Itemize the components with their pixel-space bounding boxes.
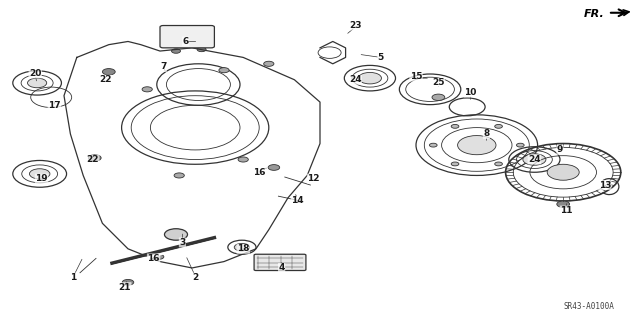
Text: 17: 17 — [48, 101, 61, 110]
Text: 22: 22 — [86, 155, 99, 164]
Circle shape — [219, 68, 229, 73]
Circle shape — [264, 61, 274, 66]
Text: 20: 20 — [29, 69, 42, 78]
Text: 23: 23 — [349, 21, 362, 30]
Text: FR.: FR. — [584, 9, 605, 19]
Text: 19: 19 — [35, 174, 48, 183]
Circle shape — [165, 34, 178, 41]
Text: 3: 3 — [179, 238, 186, 247]
Circle shape — [495, 162, 502, 166]
Text: 18: 18 — [237, 244, 250, 253]
Circle shape — [88, 155, 101, 161]
Circle shape — [172, 49, 180, 53]
Text: 24: 24 — [349, 75, 362, 84]
Text: 4: 4 — [278, 263, 285, 272]
Text: 8: 8 — [483, 130, 490, 138]
Text: 14: 14 — [291, 197, 304, 205]
Circle shape — [451, 162, 459, 166]
Text: 7: 7 — [160, 63, 166, 71]
Text: 5: 5 — [378, 53, 384, 62]
Text: 9: 9 — [557, 145, 563, 154]
Text: 13: 13 — [598, 181, 611, 189]
Text: 21: 21 — [118, 283, 131, 292]
FancyBboxPatch shape — [254, 254, 306, 271]
Text: 11: 11 — [560, 206, 573, 215]
Circle shape — [102, 69, 115, 75]
Circle shape — [547, 164, 579, 180]
Text: SR43-A0100A: SR43-A0100A — [563, 302, 614, 311]
Circle shape — [234, 243, 250, 251]
Circle shape — [122, 279, 134, 285]
Circle shape — [523, 154, 546, 165]
Circle shape — [201, 34, 214, 41]
Circle shape — [557, 201, 570, 207]
Text: 24: 24 — [528, 155, 541, 164]
Circle shape — [154, 254, 164, 259]
Circle shape — [516, 143, 524, 147]
Text: 16: 16 — [147, 254, 160, 263]
Text: 22: 22 — [99, 75, 112, 84]
Circle shape — [164, 229, 188, 240]
Circle shape — [197, 47, 206, 52]
Circle shape — [268, 165, 280, 170]
Text: 16: 16 — [253, 168, 266, 177]
Circle shape — [29, 169, 50, 179]
Text: 12: 12 — [307, 174, 320, 183]
Text: 6: 6 — [182, 37, 189, 46]
Text: 1: 1 — [70, 273, 77, 282]
Circle shape — [238, 157, 248, 162]
Circle shape — [142, 87, 152, 92]
Circle shape — [174, 173, 184, 178]
Text: 2: 2 — [192, 273, 198, 282]
Circle shape — [28, 78, 47, 88]
Text: 15: 15 — [410, 72, 422, 81]
Circle shape — [358, 72, 381, 84]
Circle shape — [451, 124, 459, 128]
Text: 10: 10 — [464, 88, 477, 97]
Circle shape — [458, 136, 496, 155]
Circle shape — [429, 143, 437, 147]
Circle shape — [183, 34, 196, 41]
Circle shape — [432, 94, 445, 100]
Circle shape — [495, 124, 502, 128]
Text: 25: 25 — [432, 78, 445, 87]
FancyBboxPatch shape — [160, 26, 214, 48]
